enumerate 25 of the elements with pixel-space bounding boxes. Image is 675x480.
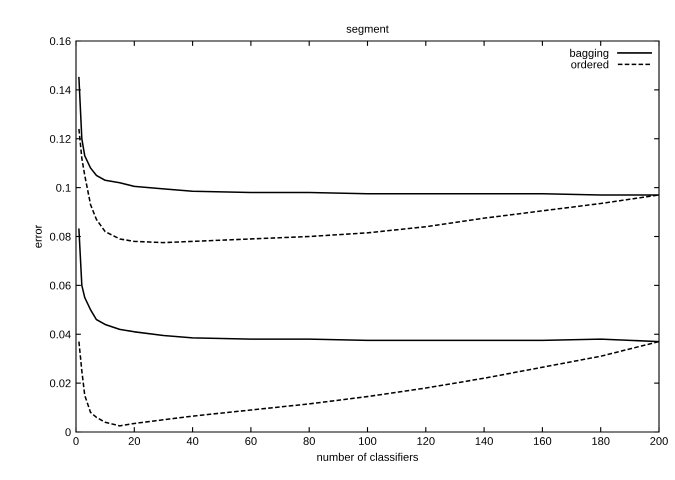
x-tick-label: 20 — [128, 437, 140, 446]
y-tick-label: 0 — [65, 428, 71, 436]
x-tick-label: 40 — [186, 437, 198, 446]
x-axis-title: number of classifiers — [317, 452, 418, 461]
x-tick-label: 140 — [476, 437, 493, 446]
y-tick-label: 0.12 — [50, 135, 71, 143]
y-tick-label: 0.08 — [50, 232, 71, 241]
x-tick-label: 80 — [304, 437, 315, 446]
y-tick-label: 0.06 — [50, 282, 71, 290]
x-tick-label: 0 — [73, 437, 79, 446]
x-tick-label: 100 — [359, 437, 376, 446]
x-tick-label: 180 — [592, 437, 610, 446]
y-tick-label: 0.16 — [50, 37, 71, 46]
y-tick-label: 0.02 — [50, 379, 71, 388]
x-tick-label: 120 — [417, 437, 435, 446]
y-tick-label: 0.14 — [50, 86, 71, 94]
legend-label: bagging — [570, 48, 608, 60]
x-tick-label: 200 — [650, 437, 668, 446]
chart-title: segment — [346, 25, 389, 35]
y-axis-title: error — [36, 224, 42, 248]
legend-label: ordered — [571, 60, 608, 68]
y-tick-label: 0.1 — [56, 184, 71, 192]
x-tick-label: 60 — [245, 437, 257, 446]
x-tick-label: 160 — [534, 437, 552, 446]
y-tick-label: 0.04 — [50, 330, 71, 338]
